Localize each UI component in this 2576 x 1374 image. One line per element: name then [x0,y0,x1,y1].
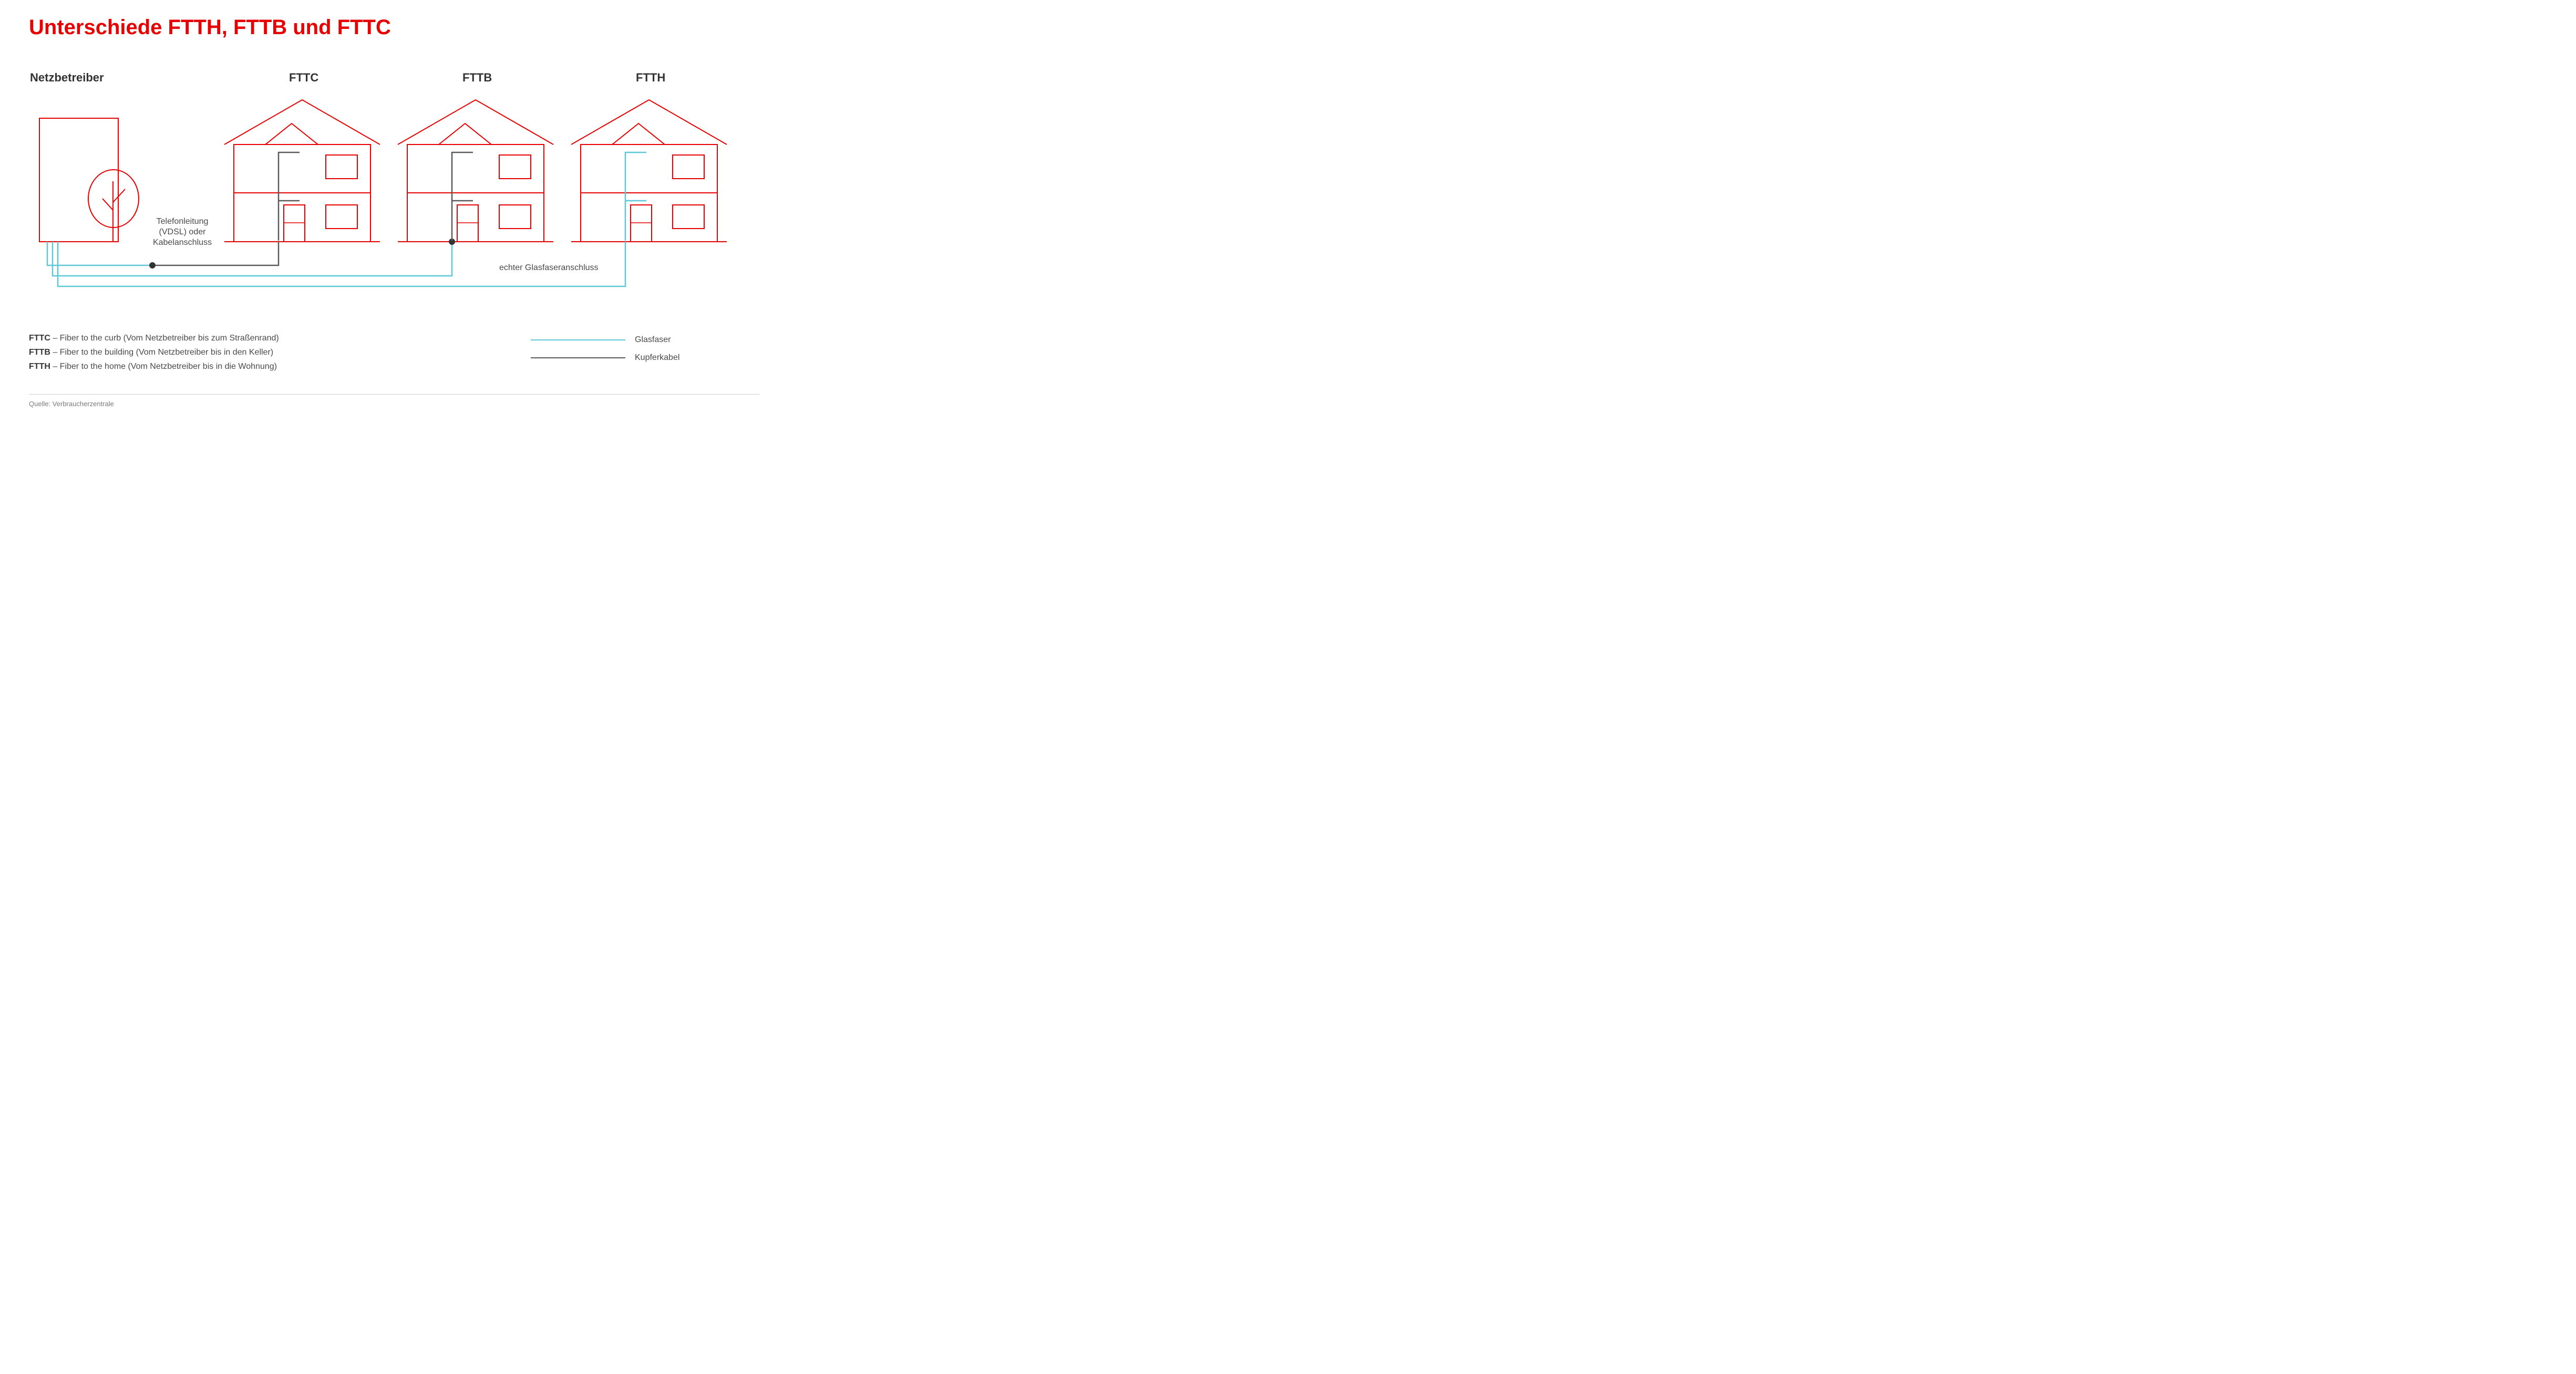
riser-fttb [452,152,473,241]
fiber-to-fttc-curb [47,242,152,265]
anno-vdsl: Telefonleitung (VDSL) oder Kabelanschlus… [138,216,227,248]
legend-definitions: FTTC – Fiber to the curb (Vom Netzbetrei… [29,331,279,374]
fiber-to-fttb [53,242,452,276]
legend-lines: Glasfaser Kupferkabel [531,331,679,367]
riser-fttc [279,152,300,241]
house-fttc [224,100,380,242]
legend-line-fiber: Glasfaser [531,331,679,349]
anno-real-fiber: echter Glasfaseranschluss [499,263,599,273]
house-fttb [398,100,553,242]
riser-ftth [625,152,646,241]
tree-icon [88,170,139,242]
swatch-fiber [531,339,625,340]
footer-source: Quelle: Verbraucherzentrale [29,394,759,408]
junction-fttc [149,262,156,268]
legend-row-fttb: FTTB – Fiber to the building (Vom Netzbe… [29,345,279,359]
house-ftth [571,100,727,242]
provider-box [39,118,118,242]
legend-row-fttc: FTTC – Fiber to the curb (Vom Netzbetrei… [29,331,279,345]
legend-line-copper: Kupferkabel [531,349,679,367]
swatch-copper [531,357,625,358]
infographic-page: Unterschiede FTTH, FTTB und FTTC Netzbet… [0,0,788,420]
legend-row-ftth: FTTH – Fiber to the home (Vom Netzbetrei… [29,359,279,374]
